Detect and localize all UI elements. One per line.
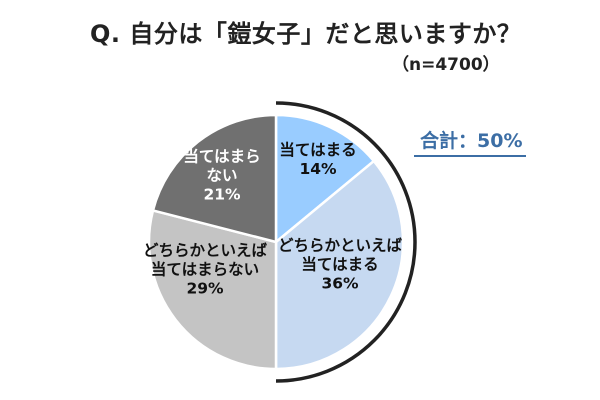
- total-annotation-label: 合計：50%: [414, 126, 527, 157]
- slice-category-line-1-1: 当てはまる: [279, 140, 356, 159]
- slice-label-3: どちらかといえば当てはまらない 29%: [143, 242, 268, 298]
- slice-label-4: 当てはまらない 21%: [183, 147, 260, 204]
- pie-slice-1: [274, 113, 376, 245]
- slice-value-4: 21%: [203, 186, 241, 204]
- slice-category-line-3-1: どちらかといえば: [143, 242, 268, 260]
- slice-category-line-4-2: ない: [206, 167, 237, 185]
- slice-value-2: 36%: [321, 275, 359, 293]
- slice-category-line-2-2: 当てはまる: [301, 255, 378, 274]
- slice-label-2: どちらかといえば当てはまる 36%: [278, 237, 403, 293]
- pie-slice-4: [151, 113, 278, 244]
- group-bracket-arc: [275, 101, 417, 383]
- slice-label-1: 当てはまる 14%: [279, 140, 356, 178]
- slice-value-1: 14%: [299, 160, 337, 178]
- slice-category-line-4-1: 当てはまら: [183, 147, 260, 166]
- total-annotation-text: 合計：50%: [420, 130, 523, 152]
- chart-title: Q. 自分は「鎧女子」だと思いますか？: [90, 20, 522, 48]
- total-annotation-underline: [414, 155, 527, 157]
- sample-size-label: （n=4700）: [392, 55, 500, 75]
- slice-category-line-3-2: 当てはまらない: [151, 260, 259, 279]
- pie-slice-2: [274, 159, 405, 371]
- slice-value-3: 29%: [186, 280, 224, 298]
- slice-category-line-2-1: どちらかといえば: [278, 237, 403, 255]
- pie-slice-3: [147, 208, 278, 371]
